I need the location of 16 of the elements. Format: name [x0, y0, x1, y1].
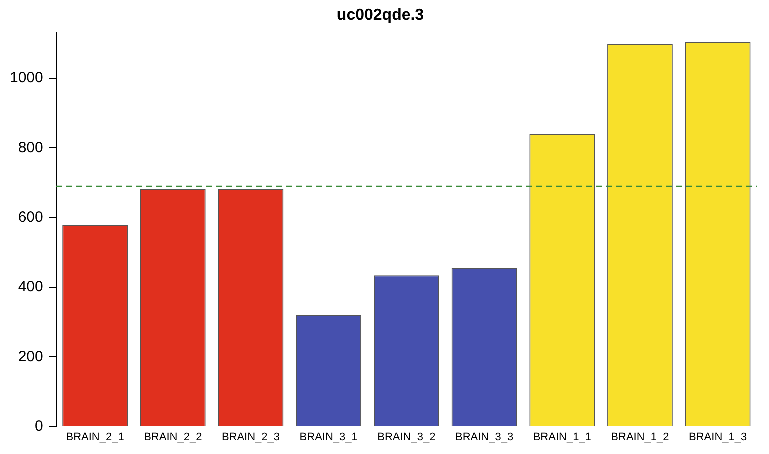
y-tick-label: 1000 [10, 70, 44, 87]
y-tick-label: 800 [18, 139, 44, 156]
x-tick-label: BRAIN_2_2 [144, 431, 202, 444]
x-tick-label: BRAIN_2_3 [222, 431, 280, 444]
x-tick-label: BRAIN_1_3 [689, 431, 748, 444]
x-tick-label: BRAIN_3_3 [455, 431, 514, 444]
x-tick-label: BRAIN_1_2 [611, 431, 670, 444]
y-tick-label: 200 [18, 348, 44, 366]
x-tick-label: BRAIN_3_1 [300, 431, 358, 444]
chart-title: uc002qde.3 [336, 7, 424, 24]
y-tick-label: 600 [18, 208, 44, 226]
y-tick-label: 400 [18, 278, 44, 296]
x-tick-label: BRAIN_3_2 [378, 431, 436, 444]
x-tick-label: BRAIN_2_1 [66, 431, 124, 444]
y-tick-label: 0 [35, 418, 44, 435]
x-tick-label: BRAIN_1_1 [533, 431, 592, 444]
